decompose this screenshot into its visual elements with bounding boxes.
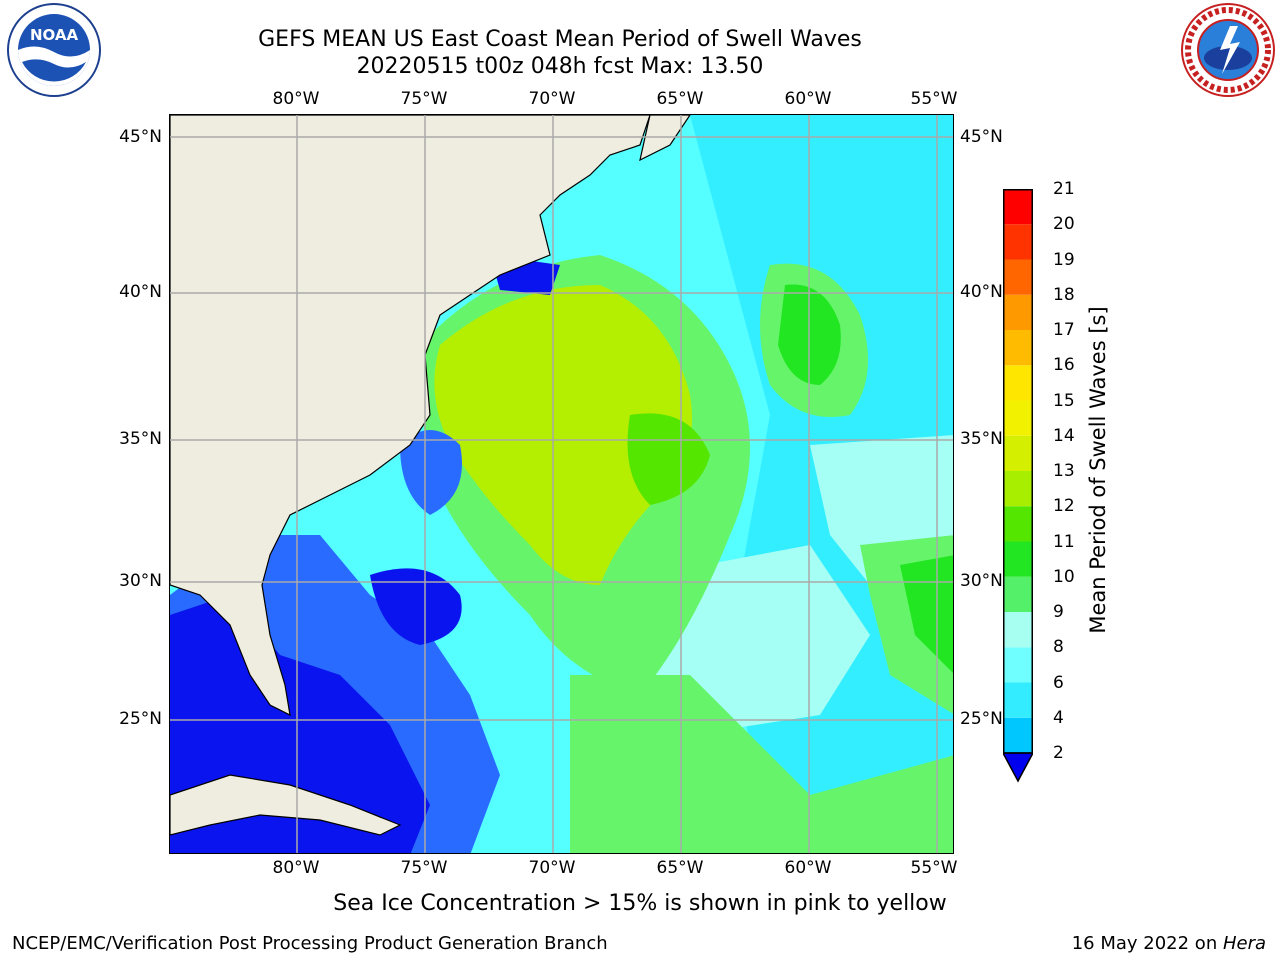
east-green-core — [900, 555, 953, 673]
footer-host: Hera — [1222, 933, 1266, 954]
footer-date-text: 16 May 2022 on — [1071, 933, 1223, 954]
nws-logo — [1180, 2, 1276, 98]
colorbar-segment — [1003, 541, 1033, 577]
lon-label-bottom: 55°W — [910, 858, 958, 878]
colorbar — [1003, 189, 1033, 783]
colorbar-tick-label: 19 — [1053, 249, 1075, 270]
noaa-logo: NOAA — [6, 2, 102, 98]
colorbar-segment — [1003, 682, 1033, 718]
lon-label-top: 65°W — [656, 89, 704, 109]
lat-label-left: 45°N — [119, 127, 162, 147]
lon-label-bottom: 65°W — [656, 858, 704, 878]
colorbar-tick-label: 18 — [1053, 284, 1075, 305]
us-east-coast-land — [170, 115, 651, 717]
colorbar-tick-label: 16 — [1053, 355, 1075, 376]
lon-label-bottom: 60°W — [784, 858, 832, 878]
colorbar-segment — [1003, 471, 1033, 507]
colorbar-tick-label: 12 — [1053, 496, 1075, 517]
graticule — [170, 115, 953, 853]
lon-label-top: 75°W — [400, 89, 448, 109]
colorbar-tick-label: 9 — [1053, 602, 1064, 622]
colorbar-tick-label: 21 — [1053, 179, 1075, 199]
lat-label-right: 40°N — [960, 282, 1003, 302]
colorbar-tick-label: 8 — [1053, 637, 1064, 658]
colorbar-segment — [1003, 330, 1033, 366]
swell-period-field — [170, 115, 953, 853]
colorbar-segment — [1003, 576, 1033, 612]
lon-label-bottom: 70°W — [528, 858, 576, 878]
colorbar-tick-label: 20 — [1053, 214, 1075, 235]
lat-label-right: 25°N — [960, 709, 1003, 729]
map-panel — [169, 114, 954, 854]
colorbar-segment — [1003, 647, 1033, 683]
lat-label-left: 30°N — [119, 571, 162, 591]
colorbar-segment — [1003, 365, 1033, 401]
colorbar-tick-label: 6 — [1053, 672, 1064, 693]
colorbar-tick-label: 15 — [1053, 390, 1075, 411]
footer-date: 16 May 2022 on Hera — [1072, 933, 1266, 954]
bahamas-blue-patch — [370, 568, 462, 645]
colorbar-segment — [1003, 435, 1033, 471]
lon-label-bottom: 80°W — [272, 858, 320, 878]
colorbar-segment — [1003, 224, 1033, 260]
colorbar-tick-label: 4 — [1053, 707, 1064, 728]
central-yellow-core — [434, 285, 692, 585]
lon-label-top: 55°W — [910, 89, 958, 109]
colorbar-segment — [1003, 400, 1033, 436]
lat-label-left: 40°N — [119, 282, 162, 302]
lat-label-right: 35°N — [960, 429, 1003, 449]
lat-label-left: 35°N — [119, 429, 162, 449]
footer-credit: NCEP/EMC/Verification Post Processing Pr… — [12, 933, 608, 954]
colorbar-extend-triangle — [1003, 752, 1033, 783]
colorbar-title: Mean Period of Swell Waves [s] — [1086, 306, 1110, 634]
sea-ice-caption: Sea Ice Concentration > 15% is shown in … — [333, 891, 947, 916]
colorbar-tick-label: 13 — [1053, 461, 1075, 481]
colorbar-frame — [1003, 189, 1033, 754]
lon-label-bottom: 75°W — [400, 858, 448, 878]
colorbar-segment — [1003, 612, 1033, 648]
colorbar-tick-label: 10 — [1053, 566, 1075, 587]
lon-label-top: 60°W — [784, 89, 832, 109]
colorbar-tick-label: 14 — [1053, 425, 1075, 446]
lat-label-right: 45°N — [960, 127, 1003, 147]
colorbar-segment — [1003, 189, 1033, 225]
lat-label-right: 30°N — [960, 571, 1003, 591]
colorbar-segment — [1003, 717, 1033, 753]
colorbar-tick-label: 11 — [1053, 531, 1075, 552]
map-title: GEFS MEAN US East Coast Mean Period of S… — [258, 27, 862, 52]
svg-text:NOAA: NOAA — [30, 26, 79, 44]
cuba-land — [170, 774, 402, 836]
lon-label-top: 80°W — [272, 89, 320, 109]
colorbar-tick-label: 17 — [1053, 320, 1075, 340]
nearshore-blue — [400, 430, 462, 515]
central-green-patch — [627, 413, 710, 505]
map-subtitle: 20220515 t00z 048h fcst Max: 13.50 — [356, 54, 764, 79]
colorbar-segment — [1003, 294, 1033, 330]
lon-label-top: 70°W — [528, 89, 576, 109]
colorbar-segment — [1003, 259, 1033, 295]
lat-label-left: 25°N — [119, 709, 162, 729]
colorbar-segment — [1003, 506, 1033, 542]
colorbar-tick-label: 2 — [1053, 743, 1064, 763]
